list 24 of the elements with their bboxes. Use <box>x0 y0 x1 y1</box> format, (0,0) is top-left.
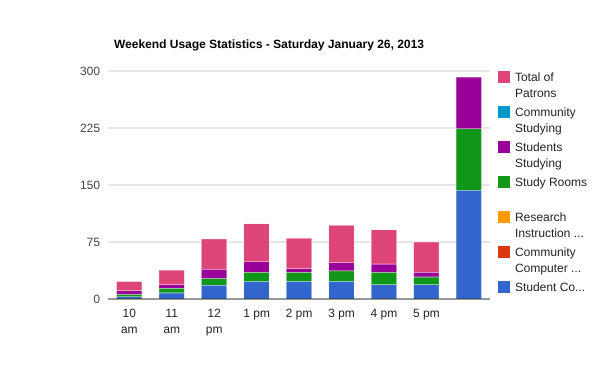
legend-label: Study Rooms <box>515 175 588 190</box>
y-tick-label: 0 <box>93 292 100 306</box>
legend-label: Total of Patrons <box>515 70 556 100</box>
x-tick-label: 11 am <box>163 306 180 336</box>
bar <box>286 238 312 269</box>
x-tick-label: 1 pm <box>243 306 270 320</box>
y-tick-label: 150 <box>80 178 100 192</box>
x-tick-label: 5 pm <box>412 306 440 320</box>
x-tick-label: 2 pm <box>286 306 312 320</box>
legend-label: Students Studying <box>515 140 562 170</box>
legend-label: Research Instruction ... <box>515 210 584 240</box>
x-tick-label: 12 pm <box>206 306 222 336</box>
x-tick-label: 3 pm <box>328 306 355 320</box>
y-tick-label: 225 <box>80 121 100 136</box>
legend-label: Community Studying <box>515 105 576 136</box>
x-tick-label: 10 am <box>120 306 138 336</box>
bar <box>116 281 142 291</box>
y-tick-label: 300 <box>80 64 100 78</box>
bar <box>158 270 185 285</box>
x-tick-label: 4 pm <box>370 306 398 320</box>
chart-title: Weekend Usage Statistics - Saturday January 26, 2013 <box>114 37 424 51</box>
legend-label: Student Co... <box>515 280 586 294</box>
legend-label: Community Computer ... <box>515 245 582 276</box>
y-tick-label: 75 <box>86 235 100 250</box>
